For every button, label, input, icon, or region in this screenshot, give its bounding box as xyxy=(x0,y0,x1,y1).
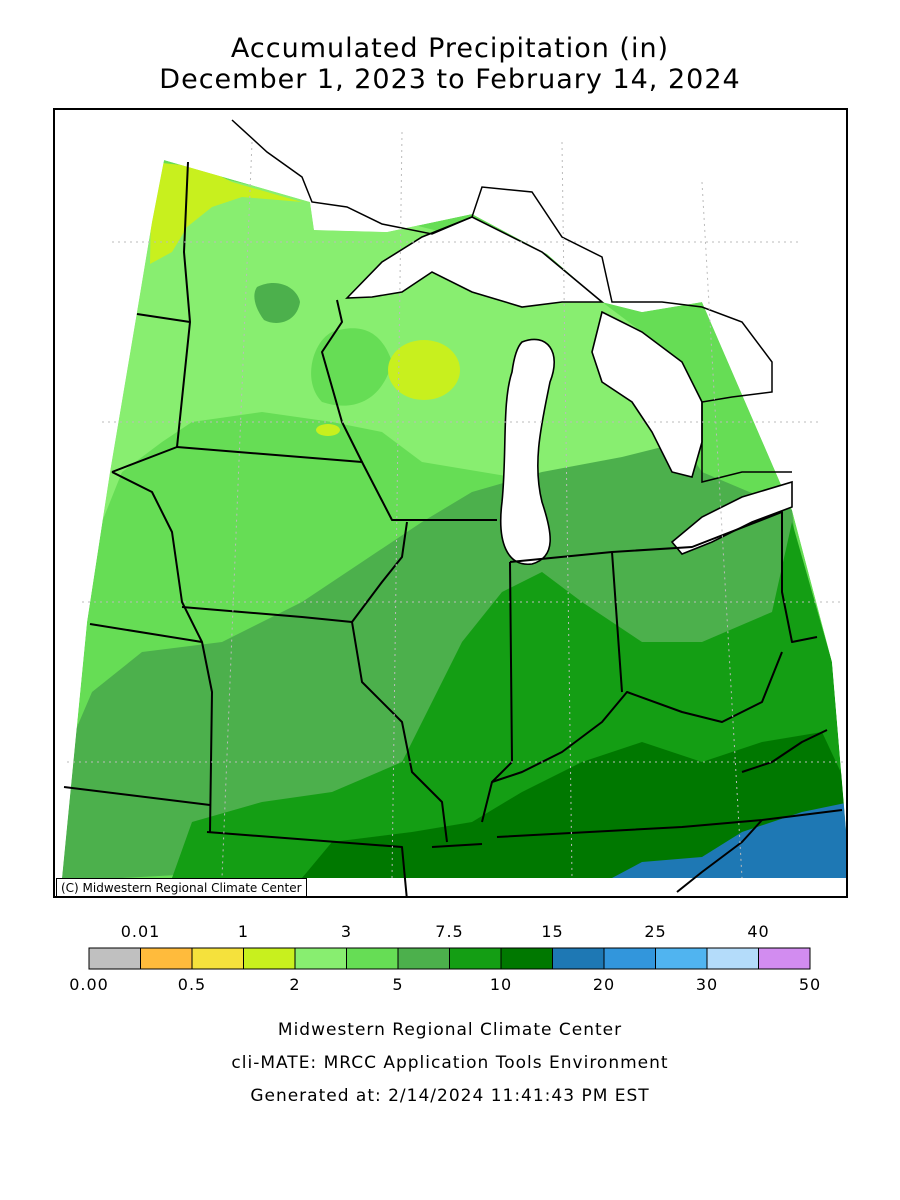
legend-upper-label: 25 xyxy=(644,922,667,941)
legend-swatch xyxy=(449,947,502,970)
map-canvas xyxy=(55,110,846,896)
legend-swatch xyxy=(552,947,605,970)
legend-upper-label: 15 xyxy=(541,922,564,941)
legend-upper-label: 40 xyxy=(747,922,770,941)
border-ia-mo xyxy=(181,606,353,623)
map-credit-label: (C) Midwestern Regional Climate Center xyxy=(56,878,307,896)
great-lakes xyxy=(345,216,793,565)
precipitation-map: (C) Midwestern Regional Climate Center xyxy=(53,108,848,898)
legend-swatch xyxy=(346,947,399,970)
border-ks-ok xyxy=(63,786,211,806)
map-date-range: December 1, 2023 to February 14, 2024 xyxy=(159,64,741,95)
legend-lower-label: 2 xyxy=(289,975,301,994)
border-nd-sd xyxy=(136,313,191,323)
border-ky-va xyxy=(741,729,828,773)
band-1-2-wisconsin xyxy=(388,340,460,400)
color-legend: 0.01 1 3 7.5 15 25 40 0.00 0.5 2 5 10 20 30 50 xyxy=(0,920,900,1000)
border-il-in xyxy=(481,561,513,823)
border-ia-il xyxy=(351,521,408,623)
legend-upper-label: 7.5 xyxy=(435,922,464,941)
legend-swatch xyxy=(655,947,708,970)
legend-swatch xyxy=(500,947,553,970)
border-mo-il xyxy=(351,621,448,843)
band-1-2-spot xyxy=(316,424,340,436)
legend-lower-label: 50 xyxy=(798,975,822,994)
legend-swatch xyxy=(88,947,141,970)
border-tn-west xyxy=(431,843,483,848)
lake-huron xyxy=(591,310,703,478)
legend-swatch xyxy=(706,947,759,970)
legend-swatch xyxy=(294,947,347,970)
graticule xyxy=(67,131,846,879)
legend-upper-label: 3 xyxy=(340,922,353,941)
border-tn-nc xyxy=(676,819,763,893)
canada-coast xyxy=(231,119,792,483)
legend-swatch xyxy=(397,947,450,970)
legend-swatch xyxy=(243,947,296,970)
legend-swatch xyxy=(191,947,244,970)
legend-lower-label: 10 xyxy=(489,975,513,994)
legend-swatch xyxy=(140,947,193,970)
border-mo-ar xyxy=(206,831,408,896)
legend-lower-label: 5 xyxy=(392,975,404,994)
border-mn-ia-wi xyxy=(176,446,497,521)
border-ne-ia-mo xyxy=(111,471,213,833)
legend-upper-label: 1 xyxy=(237,922,250,941)
footer-generated-time: Generated at: 2/14/2024 11:41:43 PM EST xyxy=(250,1086,650,1106)
band-1-2-northwest xyxy=(150,162,302,264)
border-ne-ks xyxy=(89,623,203,643)
lake-superior xyxy=(345,216,605,308)
legend-swatch xyxy=(603,947,656,970)
lake-michigan xyxy=(500,338,555,565)
state-borders xyxy=(63,161,843,896)
border-ky-tn xyxy=(496,809,843,838)
border-sd-west xyxy=(111,446,178,473)
legend-lower-label: 0.5 xyxy=(177,975,207,994)
legend-bar xyxy=(88,947,811,970)
legend-swatch xyxy=(758,947,811,970)
border-mn-wi xyxy=(321,299,363,463)
band-10-15 xyxy=(302,732,846,878)
border-mi-oh-pa xyxy=(611,511,818,643)
legend-lower-label: 30 xyxy=(695,975,719,994)
outside-domain xyxy=(55,110,846,896)
band-15-20 xyxy=(612,802,846,878)
footer-tool-name: cli-MATE: MRCC Application Tools Environ… xyxy=(231,1053,669,1073)
footer-organization: Midwestern Regional Climate Center xyxy=(277,1020,623,1040)
band-5-75-spot xyxy=(254,282,300,323)
legend-lower-label: 0.00 xyxy=(69,975,109,994)
legend-lower-label: 20 xyxy=(592,975,616,994)
lake-erie xyxy=(670,480,793,555)
map-title: Accumulated Precipitation (in) xyxy=(230,33,670,64)
border-ohio-river xyxy=(491,651,783,783)
border-mn-nd xyxy=(176,161,191,448)
legend-upper-label: 0.01 xyxy=(120,922,161,941)
